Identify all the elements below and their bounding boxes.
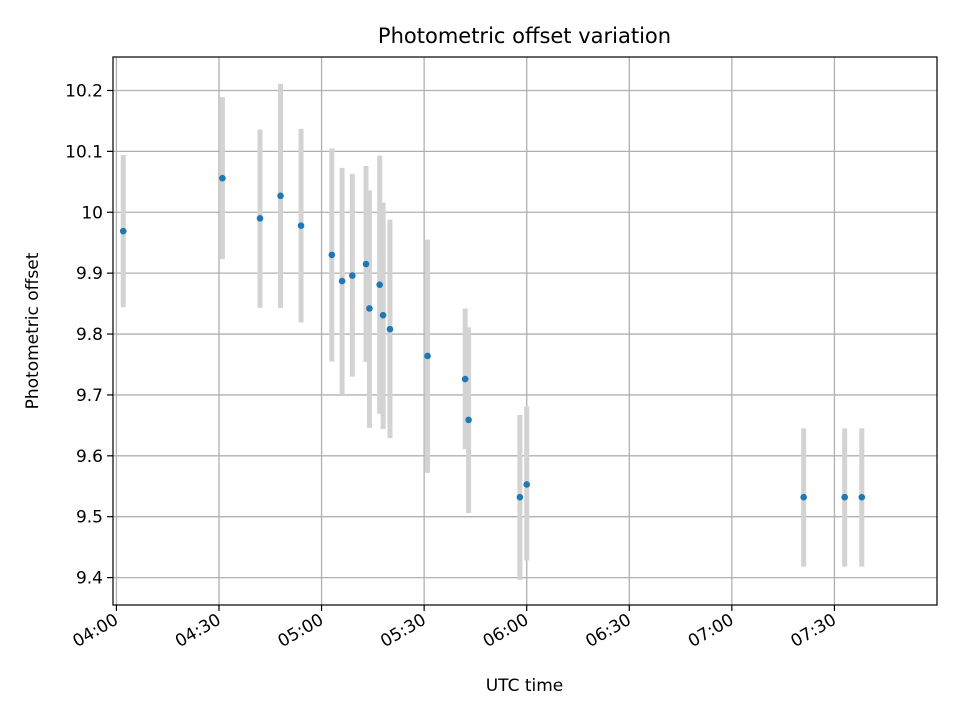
data-point bbox=[219, 174, 226, 182]
data-point bbox=[277, 192, 284, 200]
data-point bbox=[858, 493, 866, 501]
data-point bbox=[362, 260, 370, 268]
data-point bbox=[424, 352, 431, 360]
y-tick-label: 9.8 bbox=[76, 325, 103, 345]
data-point bbox=[523, 481, 531, 488]
data-point bbox=[119, 227, 127, 235]
x-axis-label: UTC time bbox=[486, 676, 564, 696]
y-axis-label: Photometric offset bbox=[23, 252, 43, 409]
data-point bbox=[349, 272, 356, 279]
y-tick-label: 10.2 bbox=[65, 81, 103, 101]
y-axis-ticks: 9.4 9.5 9.6 9.7 9.8 9.9 10 10.1 10.2 bbox=[65, 81, 113, 589]
y-tick-label: 9.4 bbox=[76, 569, 103, 589]
chart-title: Photometric offset variation bbox=[378, 24, 671, 48]
y-tick-label: 9.9 bbox=[76, 264, 103, 284]
data-point bbox=[379, 311, 387, 319]
data-point bbox=[516, 493, 524, 501]
plot-frame bbox=[112, 56, 938, 606]
y-tick-label: 10 bbox=[81, 203, 103, 223]
y-tick-label: 9.7 bbox=[76, 386, 103, 406]
y-tick-label: 9.6 bbox=[76, 447, 103, 467]
data-point bbox=[328, 251, 336, 259]
data-points bbox=[119, 174, 866, 501]
data-point bbox=[297, 222, 305, 229]
data-point bbox=[461, 375, 469, 383]
data-point bbox=[366, 305, 373, 312]
data-point bbox=[376, 281, 383, 289]
y-tick-label: 10.1 bbox=[65, 142, 103, 162]
data-point bbox=[256, 215, 264, 222]
data-point bbox=[338, 277, 346, 285]
gridlines bbox=[113, 57, 937, 605]
data-point bbox=[465, 416, 472, 424]
data-point bbox=[386, 325, 394, 333]
y-tick-label: 9.5 bbox=[76, 508, 103, 528]
data-point bbox=[800, 493, 807, 501]
data-point bbox=[841, 493, 848, 501]
